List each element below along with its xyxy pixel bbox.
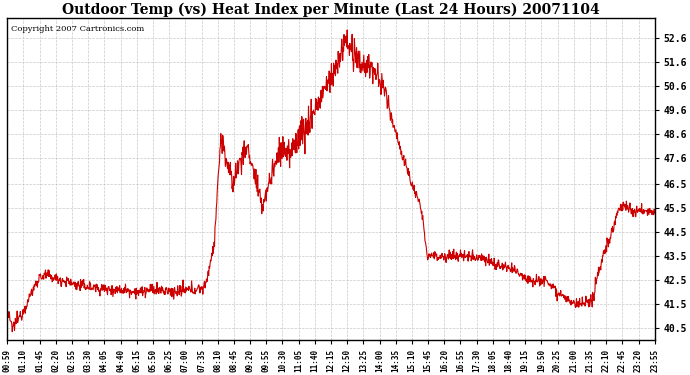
Text: Copyright 2007 Cartronics.com: Copyright 2007 Cartronics.com <box>10 25 144 33</box>
Title: Outdoor Temp (vs) Heat Index per Minute (Last 24 Hours) 20071104: Outdoor Temp (vs) Heat Index per Minute … <box>62 3 600 17</box>
